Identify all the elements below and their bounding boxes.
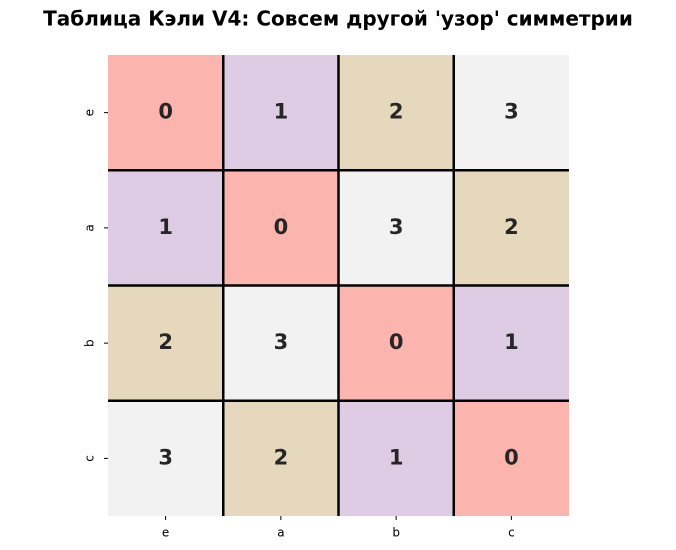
cell xyxy=(223,285,339,401)
x-tick-label: c xyxy=(508,526,515,540)
cell xyxy=(338,55,454,171)
y-tick-label: e xyxy=(83,109,97,116)
cell-label: 1 xyxy=(158,215,173,239)
cell xyxy=(453,285,569,401)
x-tick-label: a xyxy=(277,526,284,540)
cell-label: 3 xyxy=(504,100,519,124)
cell xyxy=(108,400,224,516)
cell xyxy=(338,400,454,516)
cell xyxy=(223,55,339,171)
cell xyxy=(453,55,569,171)
cell xyxy=(453,400,569,516)
cell-label: 1 xyxy=(274,100,289,124)
cell xyxy=(338,285,454,401)
y-tick-label: a xyxy=(83,224,97,231)
cell-label: 2 xyxy=(504,215,519,239)
cell-label: 3 xyxy=(158,445,173,469)
cell-label: 3 xyxy=(389,215,404,239)
cell-label: 0 xyxy=(504,445,519,469)
y-tick-label: c xyxy=(83,455,97,462)
cell-label: 0 xyxy=(158,100,173,124)
y-tick-label: b xyxy=(83,339,97,347)
cell-label: 0 xyxy=(389,330,404,354)
cell-label: 1 xyxy=(504,330,519,354)
chart-title: Таблица Кэли V4: Совсем другой 'узор' си… xyxy=(43,7,633,31)
cell-label: 2 xyxy=(274,445,289,469)
cell-label: 0 xyxy=(274,215,289,239)
cell xyxy=(338,170,454,286)
cell-label: 2 xyxy=(389,100,404,124)
cell-label: 3 xyxy=(274,330,289,354)
cell xyxy=(108,170,224,286)
x-tick-label: e xyxy=(162,526,169,540)
cell-label: 1 xyxy=(389,445,404,469)
cell-label: 2 xyxy=(158,330,173,354)
cell xyxy=(453,170,569,286)
cell xyxy=(223,170,339,286)
cell xyxy=(108,55,224,171)
cell xyxy=(108,285,224,401)
x-tick-label: b xyxy=(392,526,400,540)
cell xyxy=(223,400,339,516)
